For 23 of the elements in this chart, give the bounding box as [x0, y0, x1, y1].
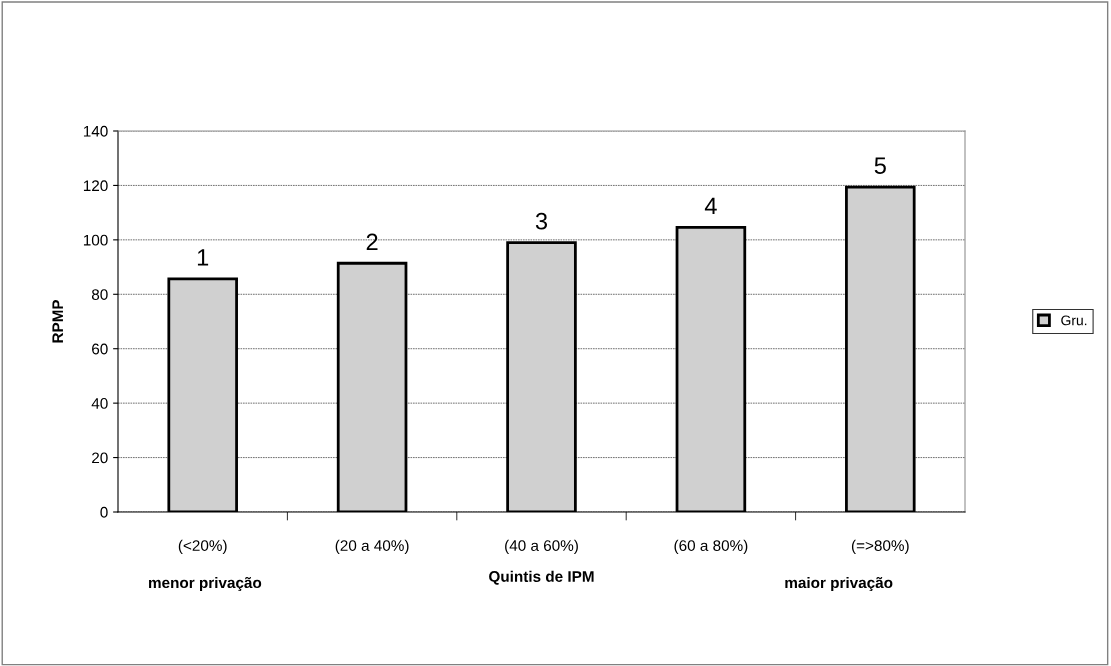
legend-label: Gru.: [1061, 315, 1087, 326]
annotation: 4: [704, 197, 717, 215]
y-tick-label: 80: [91, 289, 108, 300]
y-tick-label: 40: [91, 398, 108, 409]
x-tick-label: (60 a 80%): [674, 539, 748, 555]
annotation: 3: [535, 212, 548, 230]
y-axis-title: RPMP: [52, 299, 63, 343]
x-tick-label: (40 a 60%): [505, 539, 578, 555]
x-tick-label: (<20%): [178, 539, 227, 555]
y-tick-label: 140: [83, 125, 108, 137]
y-tick-label: 20: [92, 452, 108, 464]
text: menor privação: [149, 576, 262, 592]
annotation: 2: [366, 233, 378, 251]
x-tick-label: (=>80%): [851, 539, 909, 555]
text: maior privação: [785, 576, 893, 592]
x-axis-title: Quintis de IPM: [489, 570, 594, 585]
y-tick-label: 120: [83, 180, 108, 192]
annotation: 5: [874, 157, 886, 175]
x-tick-label: (20 a 40%): [335, 539, 409, 555]
y-tick-label: 100: [83, 234, 108, 246]
y-tick-label: 60: [92, 343, 108, 355]
annotation: 1: [197, 249, 209, 266]
y-tick-label: 0: [100, 506, 108, 518]
